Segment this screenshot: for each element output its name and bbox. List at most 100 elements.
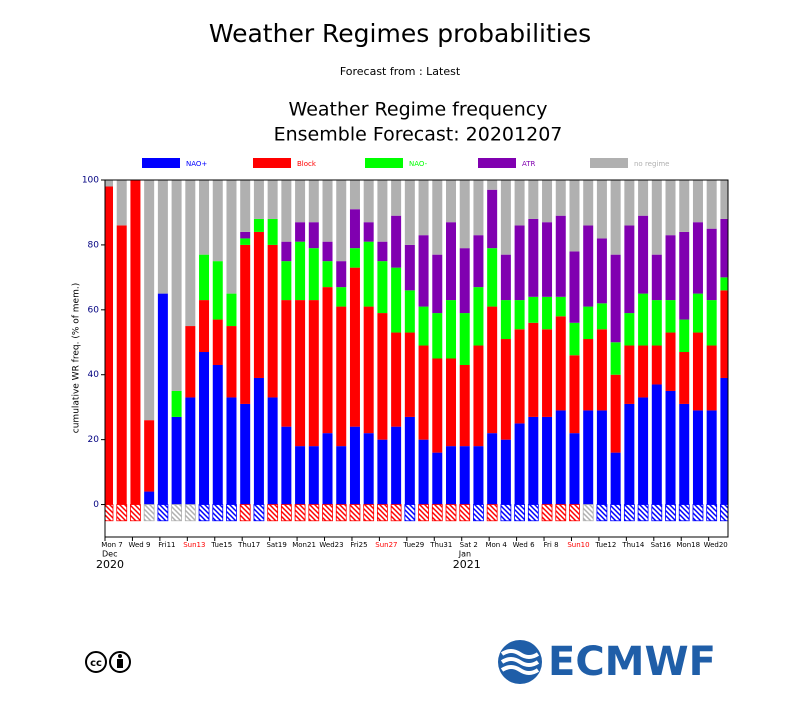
- bar-segment: [377, 241, 388, 262]
- bar-segment: [500, 300, 511, 340]
- bar-segment: [665, 390, 676, 505]
- bar-segment: [322, 433, 333, 505]
- bar-segment: [555, 180, 566, 216]
- bar-segment: [638, 397, 649, 505]
- bar-segment: [363, 180, 374, 223]
- dominant-flag: [541, 504, 553, 522]
- legend-label: NAO+: [186, 160, 207, 168]
- bar-segment: [185, 397, 196, 505]
- dominant-flag: [143, 504, 155, 522]
- y-tick-label: 100: [82, 176, 99, 186]
- bar-segment: [692, 410, 703, 505]
- bar-segment: [432, 358, 443, 453]
- dominant-flag: [253, 504, 265, 522]
- bar-segment: [473, 235, 484, 288]
- y-tick-label: 40: [88, 370, 100, 380]
- bar-segment: [610, 342, 621, 375]
- bar-segment: [404, 244, 415, 291]
- bar-segment: [542, 329, 553, 417]
- dominant-flag: [239, 504, 251, 522]
- bar-segment: [583, 306, 594, 340]
- bar-segment: [651, 300, 662, 346]
- bar-segment: [212, 364, 223, 505]
- bar-segment: [500, 254, 511, 301]
- year-label: 2020: [96, 558, 124, 571]
- year-label: 2021: [453, 558, 481, 571]
- bar-segment: [267, 244, 278, 398]
- x-tick-label: Mon18: [676, 541, 700, 549]
- bar-segment: [253, 377, 264, 505]
- bar-segment: [281, 426, 292, 505]
- bar-segment: [377, 313, 388, 440]
- y-tick-label: 80: [88, 240, 100, 250]
- bar-segment: [610, 180, 621, 255]
- bar-segment: [446, 300, 456, 359]
- bar-segment: [363, 222, 374, 242]
- y-axis-label: cumulative WR freq. (% of mem.): [72, 283, 82, 433]
- bar-segment: [322, 180, 333, 242]
- bar-segment: [308, 300, 319, 447]
- x-tick-label: Tue29: [402, 541, 424, 549]
- bar-segment: [105, 186, 113, 505]
- dominant-flag: [349, 504, 361, 522]
- bar-segment: [308, 446, 319, 505]
- bar-segment: [459, 364, 470, 447]
- bar-segment: [226, 180, 237, 294]
- logo-text: ECMWF: [548, 639, 716, 685]
- bar-segment: [473, 287, 484, 346]
- x-tick-label: Mon 7: [101, 541, 122, 549]
- month-label: Jan: [458, 550, 471, 559]
- x-tick-label: Tue12: [594, 541, 616, 549]
- bar-segment: [446, 358, 456, 447]
- chart-title: Weather Regime frequency: [289, 99, 548, 121]
- dominant-flag: [445, 504, 457, 522]
- bar-segment: [569, 322, 580, 356]
- bar-segment: [624, 180, 635, 226]
- dominant-flag: [157, 504, 169, 522]
- x-tick-label: Sat16: [651, 541, 672, 549]
- dominant-flag: [390, 504, 402, 522]
- dominant-flag: [431, 504, 443, 522]
- bar-segment: [500, 439, 511, 505]
- bar-segment: [514, 225, 525, 301]
- bar-segment: [638, 293, 649, 346]
- dominant-flag: [527, 504, 539, 522]
- bar-segment: [336, 180, 347, 262]
- chart-subtitle: Ensemble Forecast: 20201207: [274, 124, 563, 146]
- bar-segment: [720, 277, 728, 291]
- bar-segment: [706, 300, 717, 346]
- bar-segment: [528, 416, 539, 505]
- legend-swatch: [478, 158, 516, 168]
- bar-segment: [542, 296, 553, 330]
- month-label: Dec: [102, 550, 117, 559]
- bar-segment: [542, 416, 553, 505]
- x-tick-label: Thu17: [237, 541, 260, 549]
- bar-segment: [144, 180, 155, 421]
- y-tick-label: 60: [88, 305, 100, 315]
- bar-segment: [226, 397, 237, 505]
- x-tick-label: Thu31: [429, 541, 452, 549]
- bar-segment: [487, 306, 498, 434]
- bar-segment: [240, 231, 251, 239]
- bar-segment: [542, 180, 553, 223]
- bar-segment: [692, 222, 703, 294]
- bar-segment: [665, 332, 676, 391]
- bar-segment: [432, 313, 443, 359]
- bar-segment: [377, 439, 388, 505]
- bar-segment: [253, 231, 264, 378]
- license-text: cc: [90, 658, 102, 669]
- bar-segment: [473, 446, 484, 505]
- bar-segment: [363, 433, 374, 505]
- bar-segment: [651, 180, 662, 255]
- legend-swatch: [365, 158, 403, 168]
- dominant-flag: [692, 504, 704, 522]
- bar-segment: [336, 287, 347, 307]
- dominant-flag: [280, 504, 292, 522]
- dominant-flag: [322, 504, 333, 522]
- bar-segment: [706, 410, 717, 505]
- legend-label: NAO-: [409, 160, 428, 168]
- license-icon: cc: [85, 651, 131, 673]
- bar-segment: [500, 180, 511, 255]
- legend-label: ATR: [522, 160, 536, 168]
- bar-segment: [487, 189, 498, 249]
